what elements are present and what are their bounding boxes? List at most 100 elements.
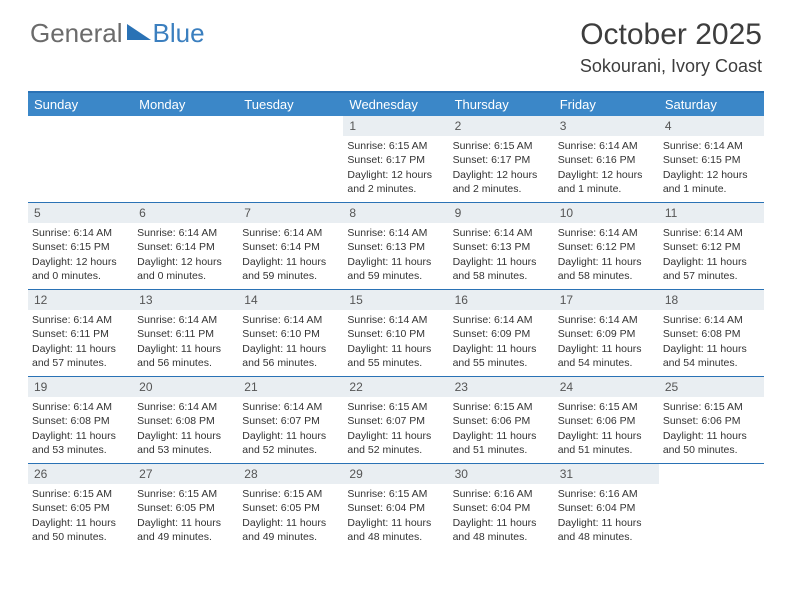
- sunrise: Sunrise: 6:15 AM: [242, 487, 337, 501]
- daylight: Daylight: 11 hours and 52 minutes.: [347, 429, 442, 457]
- weekday-thu: Thursday: [449, 93, 554, 116]
- sunrise: Sunrise: 6:15 AM: [347, 487, 442, 501]
- sunrise: Sunrise: 6:14 AM: [242, 313, 337, 327]
- daylight: Daylight: 12 hours and 2 minutes.: [347, 168, 442, 196]
- weeks-container: 1Sunrise: 6:15 AMSunset: 6:17 PMDaylight…: [28, 116, 764, 550]
- sunset: Sunset: 6:13 PM: [347, 240, 442, 254]
- sunset: Sunset: 6:09 PM: [558, 327, 653, 341]
- day-cell: [28, 116, 133, 202]
- weekday-sun: Sunday: [28, 93, 133, 116]
- day-cell: 28Sunrise: 6:15 AMSunset: 6:05 PMDayligh…: [238, 464, 343, 550]
- day-number: 7: [238, 203, 343, 223]
- sunrise: Sunrise: 6:14 AM: [453, 226, 548, 240]
- daylight: Daylight: 11 hours and 48 minutes.: [558, 516, 653, 544]
- day-number: 29: [343, 464, 448, 484]
- day-cell: 24Sunrise: 6:15 AMSunset: 6:06 PMDayligh…: [554, 377, 659, 463]
- sunset: Sunset: 6:17 PM: [347, 153, 442, 167]
- sunrise: Sunrise: 6:15 AM: [32, 487, 127, 501]
- daylight: Daylight: 11 hours and 53 minutes.: [32, 429, 127, 457]
- day-cell: 13Sunrise: 6:14 AMSunset: 6:11 PMDayligh…: [133, 290, 238, 376]
- month-title: October 2025: [580, 18, 762, 52]
- day-number: 1: [343, 116, 448, 136]
- day-cell: 20Sunrise: 6:14 AMSunset: 6:08 PMDayligh…: [133, 377, 238, 463]
- day-number: 15: [343, 290, 448, 310]
- day-cell: 23Sunrise: 6:15 AMSunset: 6:06 PMDayligh…: [449, 377, 554, 463]
- day-body: Sunrise: 6:14 AMSunset: 6:15 PMDaylight:…: [659, 136, 764, 200]
- sunset: Sunset: 6:12 PM: [663, 240, 758, 254]
- day-body: Sunrise: 6:16 AMSunset: 6:04 PMDaylight:…: [449, 484, 554, 548]
- calendar: Sunday Monday Tuesday Wednesday Thursday…: [28, 91, 764, 550]
- header: General Blue October 2025 Sokourani, Ivo…: [0, 0, 792, 81]
- day-body: Sunrise: 6:14 AMSunset: 6:11 PMDaylight:…: [133, 310, 238, 374]
- sunrise: Sunrise: 6:14 AM: [32, 400, 127, 414]
- sunrise: Sunrise: 6:14 AM: [558, 226, 653, 240]
- sunrise: Sunrise: 6:14 AM: [663, 139, 758, 153]
- day-body: Sunrise: 6:14 AMSunset: 6:12 PMDaylight:…: [554, 223, 659, 287]
- day-number: 4: [659, 116, 764, 136]
- day-body: Sunrise: 6:14 AMSunset: 6:13 PMDaylight:…: [343, 223, 448, 287]
- sunrise: Sunrise: 6:14 AM: [558, 313, 653, 327]
- day-body: Sunrise: 6:14 AMSunset: 6:12 PMDaylight:…: [659, 223, 764, 287]
- day-cell: 25Sunrise: 6:15 AMSunset: 6:06 PMDayligh…: [659, 377, 764, 463]
- sunset: Sunset: 6:12 PM: [558, 240, 653, 254]
- sunrise: Sunrise: 6:15 AM: [558, 400, 653, 414]
- sunset: Sunset: 6:06 PM: [663, 414, 758, 428]
- day-number: 5: [28, 203, 133, 223]
- day-cell: 26Sunrise: 6:15 AMSunset: 6:05 PMDayligh…: [28, 464, 133, 550]
- week-row: 26Sunrise: 6:15 AMSunset: 6:05 PMDayligh…: [28, 463, 764, 550]
- daylight: Daylight: 11 hours and 57 minutes.: [663, 255, 758, 283]
- day-cell: 18Sunrise: 6:14 AMSunset: 6:08 PMDayligh…: [659, 290, 764, 376]
- daylight: Daylight: 11 hours and 59 minutes.: [347, 255, 442, 283]
- sunset: Sunset: 6:05 PM: [137, 501, 232, 515]
- day-cell: 12Sunrise: 6:14 AMSunset: 6:11 PMDayligh…: [28, 290, 133, 376]
- sunset: Sunset: 6:10 PM: [242, 327, 337, 341]
- day-cell: 31Sunrise: 6:16 AMSunset: 6:04 PMDayligh…: [554, 464, 659, 550]
- daylight: Daylight: 12 hours and 2 minutes.: [453, 168, 548, 196]
- daylight: Daylight: 11 hours and 50 minutes.: [32, 516, 127, 544]
- day-cell: 11Sunrise: 6:14 AMSunset: 6:12 PMDayligh…: [659, 203, 764, 289]
- week-row: 12Sunrise: 6:14 AMSunset: 6:11 PMDayligh…: [28, 289, 764, 376]
- sunrise: Sunrise: 6:14 AM: [453, 313, 548, 327]
- daylight: Daylight: 11 hours and 56 minutes.: [242, 342, 337, 370]
- day-number: 24: [554, 377, 659, 397]
- day-cell: 30Sunrise: 6:16 AMSunset: 6:04 PMDayligh…: [449, 464, 554, 550]
- day-number: 27: [133, 464, 238, 484]
- sunrise: Sunrise: 6:14 AM: [32, 226, 127, 240]
- daylight: Daylight: 12 hours and 0 minutes.: [32, 255, 127, 283]
- weekday-header: Sunday Monday Tuesday Wednesday Thursday…: [28, 93, 764, 116]
- day-number: 3: [554, 116, 659, 136]
- sunset: Sunset: 6:08 PM: [32, 414, 127, 428]
- sunrise: Sunrise: 6:14 AM: [242, 226, 337, 240]
- sunrise: Sunrise: 6:14 AM: [137, 226, 232, 240]
- sunset: Sunset: 6:10 PM: [347, 327, 442, 341]
- week-row: 19Sunrise: 6:14 AMSunset: 6:08 PMDayligh…: [28, 376, 764, 463]
- daylight: Daylight: 11 hours and 49 minutes.: [242, 516, 337, 544]
- sunset: Sunset: 6:04 PM: [453, 501, 548, 515]
- day-cell: 1 Sunrise: 6:15 AMSunset: 6:17 PMDaylight…: [343, 116, 448, 202]
- day-body: Sunrise: 6:15 AMSunset: 6:05 PMDaylight:…: [238, 484, 343, 548]
- day-body: Sunrise: 6:14 AMSunset: 6:07 PMDaylight:…: [238, 397, 343, 461]
- sunset: Sunset: 6:15 PM: [663, 153, 758, 167]
- sunrise: Sunrise: 6:14 AM: [347, 313, 442, 327]
- day-body: Sunrise: 6:14 AMSunset: 6:08 PMDaylight:…: [133, 397, 238, 461]
- day-body: Sunrise: 6:15 AMSunset: 6:06 PMDaylight:…: [449, 397, 554, 461]
- sunrise: Sunrise: 6:15 AM: [347, 139, 442, 153]
- daylight: Daylight: 12 hours and 1 minute.: [663, 168, 758, 196]
- sunset: Sunset: 6:15 PM: [32, 240, 127, 254]
- day-cell: 3Sunrise: 6:14 AMSunset: 6:16 PMDaylight…: [554, 116, 659, 202]
- day-number: 18: [659, 290, 764, 310]
- day-cell: 29Sunrise: 6:15 AMSunset: 6:04 PMDayligh…: [343, 464, 448, 550]
- daylight: Daylight: 11 hours and 57 minutes.: [32, 342, 127, 370]
- daylight: Daylight: 11 hours and 48 minutes.: [347, 516, 442, 544]
- logo-triangle-icon: [127, 22, 151, 45]
- day-body: Sunrise: 6:14 AMSunset: 6:14 PMDaylight:…: [238, 223, 343, 287]
- day-cell: 9Sunrise: 6:14 AMSunset: 6:13 PMDaylight…: [449, 203, 554, 289]
- day-number: 30: [449, 464, 554, 484]
- day-body: Sunrise: 6:15 AMSunset: 6:07 PMDaylight:…: [343, 397, 448, 461]
- day-number: 21: [238, 377, 343, 397]
- day-cell: 27Sunrise: 6:15 AMSunset: 6:05 PMDayligh…: [133, 464, 238, 550]
- sunrise: Sunrise: 6:14 AM: [663, 226, 758, 240]
- day-number: 25: [659, 377, 764, 397]
- sunset: Sunset: 6:07 PM: [242, 414, 337, 428]
- day-cell: 2Sunrise: 6:15 AMSunset: 6:17 PMDaylight…: [449, 116, 554, 202]
